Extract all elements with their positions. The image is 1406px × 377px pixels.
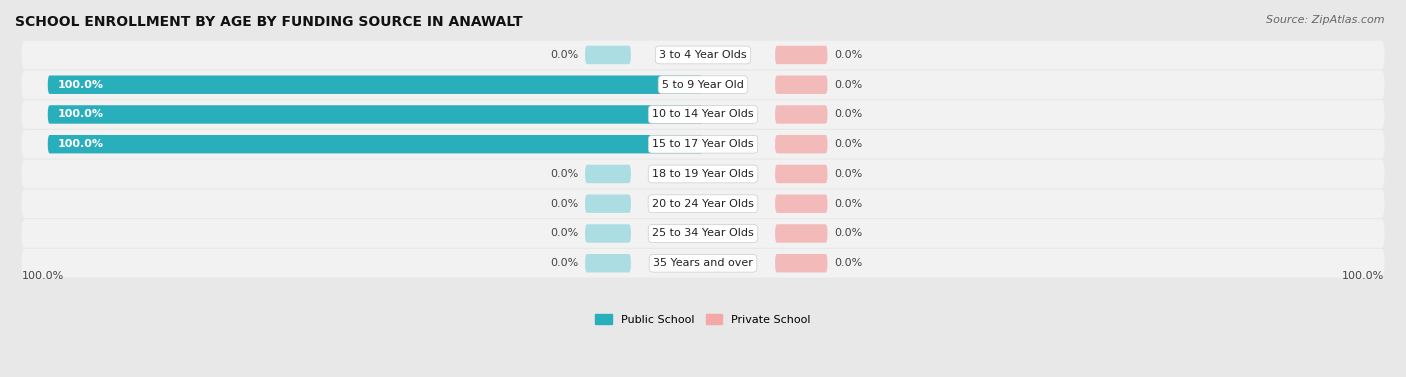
Text: 0.0%: 0.0% bbox=[834, 109, 862, 120]
FancyBboxPatch shape bbox=[48, 135, 703, 153]
Text: SCHOOL ENROLLMENT BY AGE BY FUNDING SOURCE IN ANAWALT: SCHOOL ENROLLMENT BY AGE BY FUNDING SOUR… bbox=[15, 15, 523, 29]
Text: 100.0%: 100.0% bbox=[1343, 271, 1385, 281]
FancyBboxPatch shape bbox=[585, 224, 631, 243]
Text: 25 to 34 Year Olds: 25 to 34 Year Olds bbox=[652, 228, 754, 239]
Text: 5 to 9 Year Old: 5 to 9 Year Old bbox=[662, 80, 744, 90]
FancyBboxPatch shape bbox=[21, 41, 1385, 69]
FancyBboxPatch shape bbox=[775, 165, 828, 183]
Text: 3 to 4 Year Olds: 3 to 4 Year Olds bbox=[659, 50, 747, 60]
Text: 35 Years and over: 35 Years and over bbox=[652, 258, 754, 268]
FancyBboxPatch shape bbox=[21, 189, 1385, 218]
FancyBboxPatch shape bbox=[21, 249, 1385, 277]
Text: 100.0%: 100.0% bbox=[58, 109, 104, 120]
FancyBboxPatch shape bbox=[775, 135, 828, 153]
Text: 0.0%: 0.0% bbox=[550, 228, 578, 239]
Text: 0.0%: 0.0% bbox=[834, 139, 862, 149]
FancyBboxPatch shape bbox=[48, 75, 703, 94]
FancyBboxPatch shape bbox=[585, 254, 631, 273]
Text: 10 to 14 Year Olds: 10 to 14 Year Olds bbox=[652, 109, 754, 120]
FancyBboxPatch shape bbox=[21, 100, 1385, 129]
Text: 0.0%: 0.0% bbox=[550, 199, 578, 209]
Text: 0.0%: 0.0% bbox=[834, 258, 862, 268]
FancyBboxPatch shape bbox=[21, 130, 1385, 158]
Text: 100.0%: 100.0% bbox=[58, 139, 104, 149]
FancyBboxPatch shape bbox=[585, 46, 631, 64]
Legend: Public School, Private School: Public School, Private School bbox=[591, 310, 815, 329]
Text: 18 to 19 Year Olds: 18 to 19 Year Olds bbox=[652, 169, 754, 179]
Text: 100.0%: 100.0% bbox=[58, 80, 104, 90]
FancyBboxPatch shape bbox=[775, 75, 828, 94]
Text: 20 to 24 Year Olds: 20 to 24 Year Olds bbox=[652, 199, 754, 209]
Text: 0.0%: 0.0% bbox=[834, 199, 862, 209]
Text: 0.0%: 0.0% bbox=[550, 258, 578, 268]
FancyBboxPatch shape bbox=[21, 219, 1385, 248]
Text: 0.0%: 0.0% bbox=[834, 80, 862, 90]
Text: 0.0%: 0.0% bbox=[834, 228, 862, 239]
FancyBboxPatch shape bbox=[775, 46, 828, 64]
Text: 0.0%: 0.0% bbox=[550, 169, 578, 179]
FancyBboxPatch shape bbox=[21, 70, 1385, 99]
Text: 100.0%: 100.0% bbox=[21, 271, 63, 281]
FancyBboxPatch shape bbox=[585, 165, 631, 183]
FancyBboxPatch shape bbox=[775, 105, 828, 124]
Text: 15 to 17 Year Olds: 15 to 17 Year Olds bbox=[652, 139, 754, 149]
FancyBboxPatch shape bbox=[585, 195, 631, 213]
Text: 0.0%: 0.0% bbox=[834, 169, 862, 179]
FancyBboxPatch shape bbox=[775, 254, 828, 273]
FancyBboxPatch shape bbox=[775, 224, 828, 243]
FancyBboxPatch shape bbox=[21, 160, 1385, 188]
FancyBboxPatch shape bbox=[48, 105, 703, 124]
Text: 0.0%: 0.0% bbox=[550, 50, 578, 60]
FancyBboxPatch shape bbox=[775, 195, 828, 213]
Text: 0.0%: 0.0% bbox=[834, 50, 862, 60]
Text: Source: ZipAtlas.com: Source: ZipAtlas.com bbox=[1267, 15, 1385, 25]
